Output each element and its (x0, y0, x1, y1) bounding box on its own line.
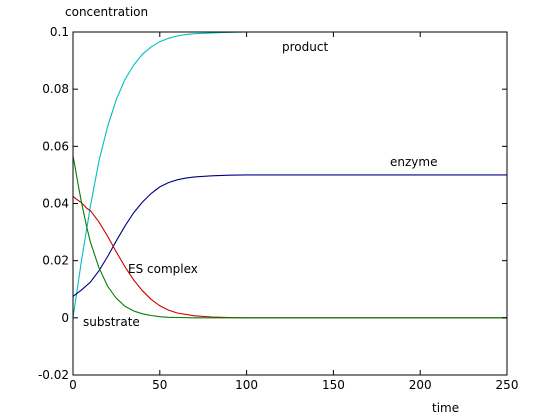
annotation-substrate: substrate (83, 315, 140, 329)
y-tick-label: 0.1 (50, 25, 69, 39)
x-axis-label: time (432, 401, 459, 415)
x-tick-label: 100 (235, 378, 258, 392)
y-tick-label: 0.04 (42, 197, 69, 211)
x-tick-label: 50 (152, 378, 167, 392)
y-tick-label: 0 (61, 311, 69, 325)
series-line-substrate (72, 156, 507, 319)
y-tick-label: 0.02 (42, 254, 69, 268)
x-tick-label: 150 (322, 378, 345, 392)
y-tick-label: 0.06 (42, 139, 69, 153)
annotation-enzyme: enzyme (390, 155, 437, 169)
annotation-product: product (282, 40, 328, 54)
x-tick-label: 250 (496, 378, 519, 392)
annotation-es-complex: ES complex (128, 262, 198, 276)
y-tick-label: -0.02 (38, 368, 69, 382)
y-tick-label: 0.08 (42, 82, 69, 96)
x-tick-label: 0 (69, 378, 77, 392)
y-axis-label: concentration (65, 5, 148, 19)
series-line-enzyme (72, 174, 507, 297)
x-tick-label: 200 (409, 378, 432, 392)
